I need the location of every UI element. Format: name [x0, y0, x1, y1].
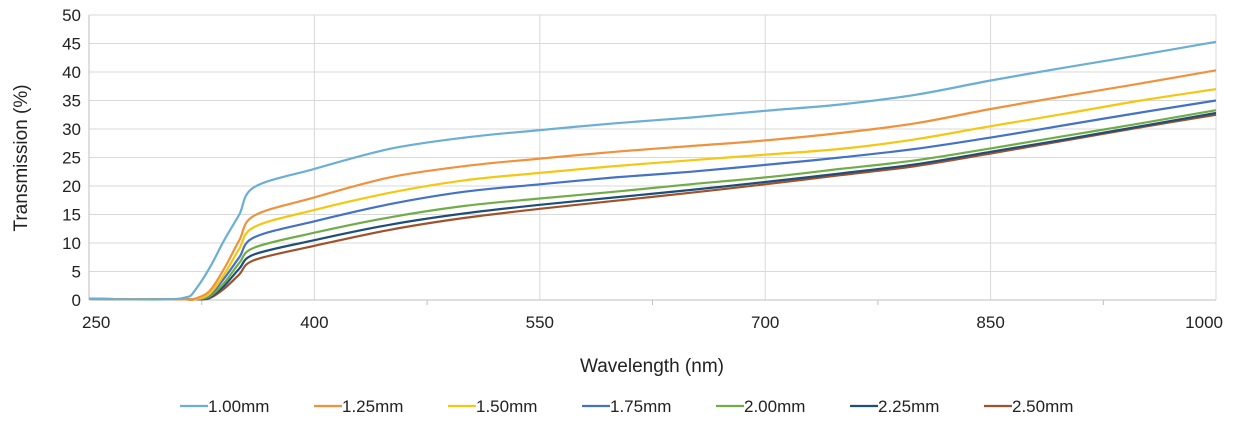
- x-tick-label: 850: [976, 313, 1004, 332]
- y-tick-label: 50: [62, 6, 81, 25]
- series-line-1-00mm: [88, 40, 1217, 301]
- y-tick-label: 20: [62, 177, 81, 196]
- series-line-1-75mm: [88, 99, 1217, 301]
- x-tick-label: 400: [300, 313, 328, 332]
- grid-lines: [88, 14, 1217, 301]
- x-tick-label: 250: [82, 313, 110, 332]
- series-line-1-50mm: [88, 88, 1217, 301]
- y-tick-label: 30: [62, 120, 81, 139]
- legend-item: 2.50mm: [984, 397, 1073, 416]
- x-tick-label: 1000: [1185, 313, 1223, 332]
- tick-labels: 0 5 10 15 20 25 30 35 40 45 50 250 400 550 700 850 1000: [62, 6, 1223, 332]
- legend-label: 1.25mm: [342, 397, 403, 416]
- legend: 1.00mm 1.25mm 1.50mm 1.75mm 2.00mm 2.25mm 2.50…: [180, 397, 1073, 416]
- y-tick-label: 40: [62, 63, 81, 82]
- legend-item: 1.75mm: [582, 397, 671, 416]
- y-tick-label: 35: [62, 92, 81, 111]
- y-tick-label: 10: [62, 234, 81, 253]
- legend-item: 2.25mm: [850, 397, 939, 416]
- legend-item: 1.00mm: [180, 397, 269, 416]
- legend-item: 1.50mm: [448, 397, 537, 416]
- x-axis-title: Wavelength (nm): [580, 356, 724, 377]
- x-tick-label: 700: [751, 313, 779, 332]
- legend-label: 2.00mm: [744, 397, 805, 416]
- axes: [88, 15, 1216, 305]
- legend-label: 1.75mm: [610, 397, 671, 416]
- y-tick-label: 15: [62, 206, 81, 225]
- legend-label: 1.00mm: [208, 397, 269, 416]
- legend-label: 2.25mm: [878, 397, 939, 416]
- y-tick-label: 5: [72, 263, 81, 282]
- legend-label: 2.50mm: [1012, 397, 1073, 416]
- legend-item: 1.25mm: [314, 397, 403, 416]
- y-tick-label: 45: [62, 35, 81, 54]
- x-tick-label: 550: [526, 313, 554, 332]
- series-group: [88, 40, 1217, 301]
- y-tick-label: 25: [62, 149, 81, 168]
- legend-label: 1.50mm: [476, 397, 537, 416]
- series-line-1-25mm: [88, 69, 1217, 301]
- y-tick-label: 0: [72, 291, 81, 310]
- legend-item: 2.00mm: [716, 397, 805, 416]
- y-axis-title: Transmission (%): [11, 84, 32, 231]
